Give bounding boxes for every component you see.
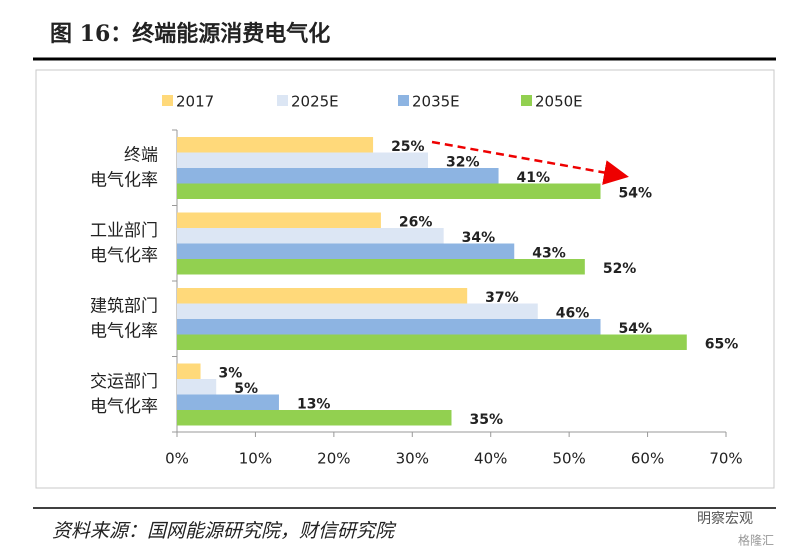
x-tick-label: 20% [317,450,350,468]
legend-label: 2050E [535,93,583,111]
value-label: 65% [705,336,739,352]
page-title: 图 16：终端能源消费电气化 [50,21,330,47]
bar [177,319,601,335]
bar [177,303,538,319]
bar [177,259,585,275]
value-label: 13% [297,396,331,412]
value-label: 37% [485,290,519,306]
bar [177,379,217,395]
x-tick-label: 30% [396,450,429,468]
value-label: 54% [619,321,653,337]
category-label: 交运部门 [90,372,158,392]
watermark: 明察宏观 [697,510,753,527]
x-tick-label: 0% [165,450,189,468]
value-label: 46% [556,305,590,321]
bar [177,152,428,168]
x-tick-label: 70% [709,450,742,468]
bar [177,288,468,304]
x-tick-label: 40% [474,450,507,468]
legend-swatch [162,95,173,106]
x-tick-label: 50% [552,450,585,468]
category-label: 工业部门 [90,221,158,241]
value-label: 32% [446,154,480,170]
source-note: 资料来源：国网能源研究院，财信研究院 [52,520,397,542]
logo: 格隆汇 [738,533,774,548]
chart-frame [35,69,775,489]
value-label: 26% [399,214,433,230]
value-label: 54% [619,185,653,201]
bar [177,394,279,410]
trend-arrow [431,140,629,185]
x-tick-label: 60% [631,450,664,468]
legend-swatch [277,95,288,106]
bar [177,363,201,379]
x-tick-label: 10% [239,450,272,468]
value-label: 35% [470,412,504,428]
value-label: 34% [462,230,496,246]
bar [177,334,687,350]
category-label: 电气化率 [90,397,158,417]
bar [177,183,601,199]
legend-label: 2025E [291,93,339,111]
value-label: 3% [219,365,243,381]
bar [177,228,444,244]
legend-swatch [521,95,532,106]
bar [177,137,374,153]
category-label: 电气化率 [90,246,158,266]
bar [177,243,515,259]
value-label: 25% [391,139,425,155]
value-label: 52% [603,261,637,277]
category-label: 终端 [124,145,158,165]
legend-swatch [398,95,409,106]
bar [177,168,499,184]
category-label: 电气化率 [90,321,158,341]
value-label: 43% [532,245,566,261]
bar [177,410,452,426]
legend-label: 2017 [176,93,214,111]
bar [177,212,381,228]
legend-label: 2035E [412,93,460,111]
category-label: 建筑部门 [90,296,158,316]
value-label: 41% [517,170,551,186]
category-label: 电气化率 [90,170,158,190]
value-label: 5% [234,381,258,397]
